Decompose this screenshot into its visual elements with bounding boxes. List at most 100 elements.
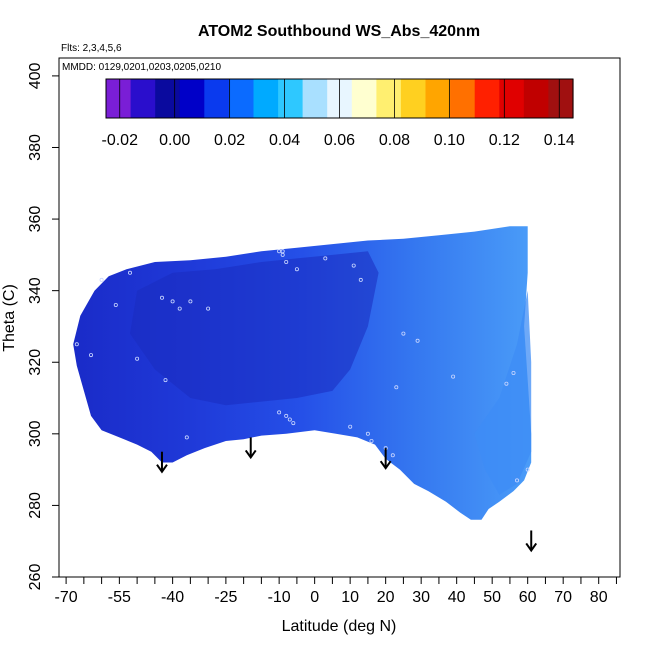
colorbar-swatch: [450, 79, 476, 118]
sample-point: [291, 421, 296, 426]
colorbar: [105, 78, 574, 119]
arrow-head: [156, 464, 168, 474]
colorbar-tick-label: 0.08: [379, 132, 410, 149]
sample-point: [525, 467, 530, 472]
y-tick-label: 400: [27, 62, 44, 89]
sample-point: [206, 306, 211, 311]
colorbar-tick-label: 0.12: [489, 132, 520, 149]
colorbar-swatch: [155, 79, 181, 118]
arrow-head: [379, 460, 392, 470]
y-tick-label: 300: [27, 420, 44, 447]
sample-point: [348, 424, 353, 429]
colorbar-tick-label: 0.10: [434, 132, 465, 149]
colorbar-tick-label: 0.04: [269, 132, 300, 149]
y-tick-label: 360: [27, 206, 44, 233]
sample-point: [351, 263, 356, 268]
down-arrow: [156, 451, 168, 474]
plot-frame: [58, 57, 621, 578]
sample-point: [284, 259, 289, 264]
colorbar-swatch: [204, 79, 230, 118]
x-tick-label: -10: [268, 589, 291, 606]
x-tick-label: 20: [377, 589, 395, 606]
sample-point: [323, 256, 328, 261]
colorbar-tick-label: 0.14: [544, 132, 575, 149]
y-tick-label: 280: [27, 492, 44, 519]
sample-point: [280, 252, 285, 257]
field-dark-band: [130, 251, 379, 406]
sample-point: [127, 270, 132, 275]
sample-point: [504, 381, 509, 386]
colorbar-swatch: [376, 79, 402, 118]
down-arrow: [379, 448, 392, 470]
sample-point: [294, 267, 299, 272]
x-tick-label: 40: [448, 589, 466, 606]
sample-point: [135, 356, 140, 361]
sample-point: [170, 299, 175, 304]
sample-point: [511, 370, 516, 375]
x-tick-label: 30: [412, 589, 430, 606]
sample-point: [159, 295, 164, 300]
sample-point: [451, 374, 456, 379]
colorbar-swatch: [400, 79, 427, 118]
colorbar-swatch: [106, 79, 132, 118]
x-tick-label: 10: [341, 589, 359, 606]
heatmap-field: [73, 226, 532, 520]
sample-point: [415, 338, 420, 343]
colorbar-swatch: [474, 79, 500, 118]
colorbar-swatch: [228, 79, 255, 118]
colorbar-tick-label: -0.02: [102, 132, 139, 149]
x-tick-label: 50: [483, 589, 501, 606]
flight-arrows: [156, 437, 538, 553]
y-tick-label: 340: [27, 277, 44, 304]
colorbar-swatch: [425, 79, 451, 118]
colorbar-swatch: [351, 79, 377, 118]
colorbar-tick-labels: -0.02 0.00 0.02 0.04 0.06 0.08 0.10 0.12 0.14: [102, 132, 575, 149]
y-axis-label: Theta (C): [1, 284, 18, 352]
x-tick-label: 60: [519, 589, 537, 606]
colorbar-swatch: [548, 79, 574, 118]
sample-point: [365, 431, 370, 436]
chart-title: ATOM2 Southbound WS_Abs_420nm: [198, 23, 480, 40]
colorbar-tick-label: 0.00: [159, 132, 190, 149]
y-tick-label: 260: [27, 564, 44, 591]
flights-info: Flts: 2,3,4,5,6: [61, 43, 122, 54]
x-axis-ticks: -70 -55 -40 -25 -10 0 10 20 30 40 50 60 70 80: [55, 577, 617, 606]
sample-point: [163, 378, 168, 383]
sample-point: [284, 413, 289, 418]
colorbar-tick-label: 0.02: [214, 132, 245, 149]
sample-point: [177, 306, 182, 311]
arrow-head: [244, 449, 257, 460]
x-tick-label: 80: [590, 589, 608, 606]
sample-point: [515, 478, 520, 483]
sample-point: [89, 353, 94, 358]
y-tick-label: 320: [27, 349, 44, 376]
x-tick-label: -70: [55, 589, 78, 606]
sample-point: [277, 410, 282, 415]
x-tick-label: -25: [214, 589, 237, 606]
y-axis-ticks: 260 280 300 320 340 360 380 400: [27, 62, 59, 590]
sample-points: [74, 249, 530, 483]
down-arrow: [244, 437, 257, 460]
sample-point: [184, 435, 189, 440]
colorbar-swatch: [523, 79, 549, 118]
x-tick-label: -40: [161, 589, 184, 606]
x-tick-label: 70: [554, 589, 572, 606]
field-light-band: [474, 290, 532, 495]
colorbar-tick-label: 0.06: [324, 132, 355, 149]
colorbar-swatch: [278, 79, 304, 118]
sample-point: [188, 299, 193, 304]
sample-point: [99, 277, 104, 282]
x-axis-label: Latitude (deg N): [282, 618, 397, 635]
colorbar-swatch: [130, 79, 156, 118]
y-tick-label: 380: [27, 134, 44, 161]
colorbar-swatch: [253, 79, 279, 118]
sample-point: [74, 342, 79, 347]
colorbar-swatch: [179, 79, 205, 118]
sample-point: [394, 385, 399, 390]
arrow-head: [525, 542, 538, 553]
x-tick-label: -55: [108, 589, 131, 606]
sample-point: [358, 277, 363, 282]
mmdd-info: MMDD: 0129,0201,0203,0205,0210: [62, 62, 221, 73]
sample-point: [113, 302, 118, 307]
down-arrow: [525, 530, 538, 553]
